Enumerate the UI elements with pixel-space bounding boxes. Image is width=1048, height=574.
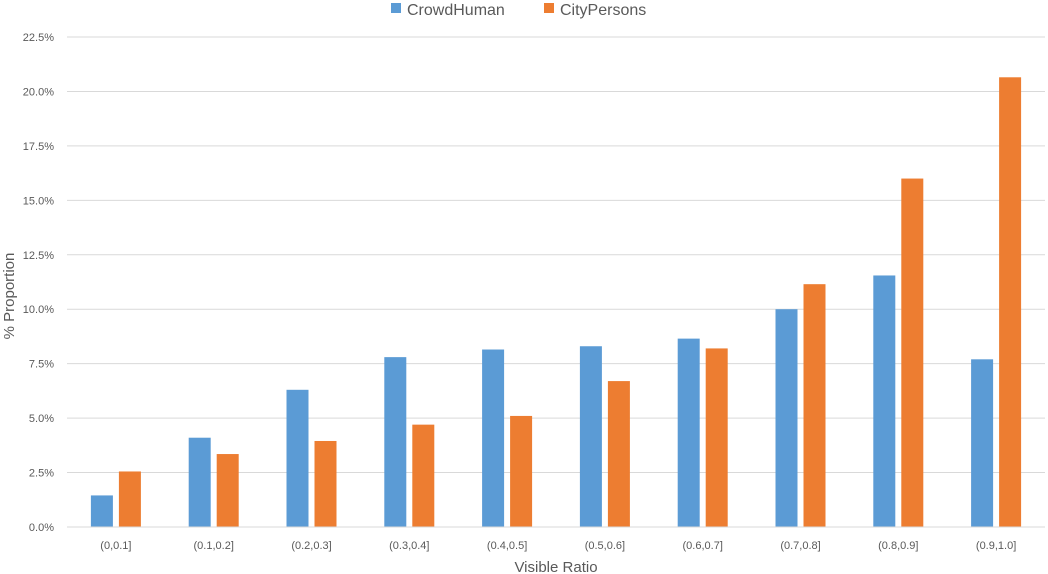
bars xyxy=(90,77,1022,528)
legend: CrowdHuman CityPersons xyxy=(391,2,646,19)
y-tick-label: 20.0% xyxy=(23,86,54,98)
bar-citypersons-1 xyxy=(118,471,141,527)
bar-citypersons-3 xyxy=(314,440,337,527)
x-tick-label: (0.6,0.7] xyxy=(683,540,723,552)
x-tick-label: (0.4,0.5] xyxy=(487,540,527,552)
bar-citypersons-9 xyxy=(901,178,924,528)
x-tick-label: (0.7,0.8] xyxy=(780,540,820,552)
bar-citypersons-10 xyxy=(999,77,1022,528)
bar-crowdhuman-8 xyxy=(775,309,798,527)
y-axis-title: % Proportion xyxy=(1,253,18,340)
bar-crowdhuman-6 xyxy=(579,346,602,527)
legend-label-crowdhuman: CrowdHuman xyxy=(407,2,505,19)
x-tick-label: (0.9,1.0] xyxy=(976,540,1016,552)
bar-crowdhuman-3 xyxy=(286,389,309,527)
y-tick-label: 12.5% xyxy=(23,250,54,262)
bar-crowdhuman-4 xyxy=(384,357,407,527)
y-axis-ticks: 0.0% 2.5% 5.0% 7.5% 10.0% 12.5% 15.0% 17.5% 20.0… xyxy=(23,32,54,534)
legend-swatch-citypersons xyxy=(544,3,554,13)
x-axis-title: Visible Ratio xyxy=(514,559,597,574)
x-tick-label: (0.2,0.3] xyxy=(291,540,331,552)
gridlines xyxy=(67,36,1045,474)
y-tick-label: 0.0% xyxy=(29,522,54,534)
x-tick-label: (0.8,0.9] xyxy=(878,540,918,552)
bar-citypersons-6 xyxy=(607,381,630,527)
bar-crowdhuman-2 xyxy=(188,437,211,527)
bar-crowdhuman-10 xyxy=(971,359,994,527)
y-tick-label: 2.5% xyxy=(29,468,54,480)
bar-crowdhuman-1 xyxy=(90,495,113,527)
y-tick-label: 17.5% xyxy=(23,141,54,153)
x-tick-label: (0,0.1] xyxy=(100,540,131,552)
bar-crowdhuman-9 xyxy=(873,275,896,527)
bar-citypersons-5 xyxy=(510,415,533,527)
y-tick-label: 15.0% xyxy=(23,195,54,207)
y-tick-label: 22.5% xyxy=(23,32,54,44)
y-tick-label: 5.0% xyxy=(29,413,54,425)
legend-swatch-crowdhuman xyxy=(391,3,401,13)
bar-citypersons-2 xyxy=(216,454,239,527)
x-tick-label: (0.5,0.6] xyxy=(585,540,625,552)
x-tick-label: (0.1,0.2] xyxy=(194,540,234,552)
x-axis-ticks: (0,0.1] (0.1,0.2] (0.2,0.3] (0.3,0.4] (0.4,0… xyxy=(100,540,1016,552)
bar-citypersons-7 xyxy=(705,348,728,527)
bar-citypersons-4 xyxy=(412,424,435,527)
legend-label-citypersons: CityPersons xyxy=(560,2,646,19)
bar-citypersons-8 xyxy=(803,284,826,527)
x-tick-label: (0.3,0.4] xyxy=(389,540,429,552)
y-tick-label: 10.0% xyxy=(23,304,54,316)
y-tick-label: 7.5% xyxy=(29,359,54,371)
bar-crowdhuman-7 xyxy=(677,338,700,527)
bar-crowdhuman-5 xyxy=(482,349,505,527)
